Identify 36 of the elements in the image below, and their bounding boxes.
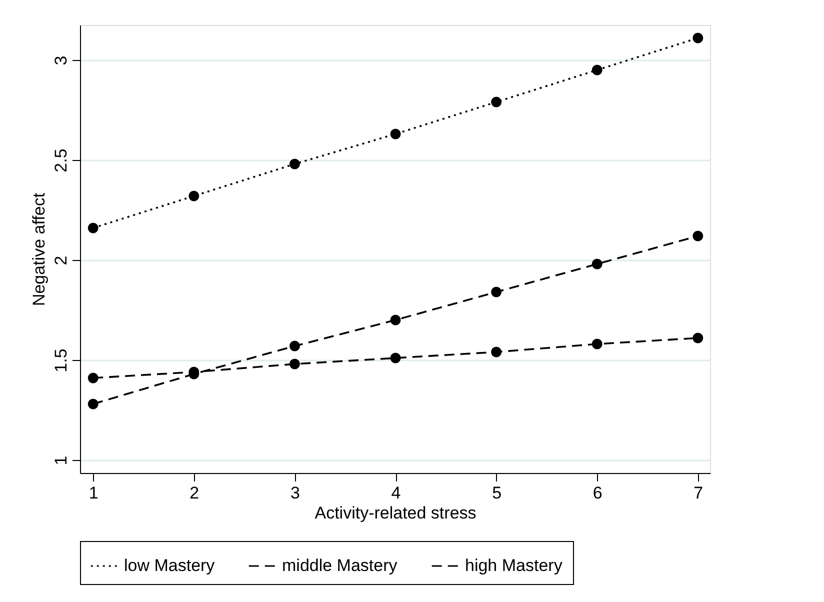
x-tick-label: 4 bbox=[391, 484, 401, 502]
point bbox=[592, 258, 602, 270]
point bbox=[390, 352, 401, 364]
x-tick-label: 7 bbox=[694, 484, 704, 502]
point bbox=[289, 358, 300, 370]
point bbox=[289, 340, 300, 352]
y-tick-label: 3 bbox=[52, 56, 70, 66]
y-tick-label: 2.5 bbox=[52, 148, 70, 172]
point bbox=[491, 96, 502, 108]
x-tick-label: 2 bbox=[190, 484, 200, 502]
y-tick-label: 2 bbox=[52, 256, 70, 266]
x-tick-label: 5 bbox=[492, 484, 502, 502]
point bbox=[390, 128, 401, 140]
point bbox=[88, 222, 98, 234]
legend-label: high Mastery bbox=[465, 556, 563, 575]
point bbox=[390, 314, 401, 326]
legend-label: middle Mastery bbox=[282, 556, 398, 575]
point bbox=[88, 372, 98, 384]
point bbox=[692, 230, 704, 242]
point bbox=[491, 346, 502, 358]
x-axis-title: Activity-related stress bbox=[314, 504, 476, 522]
point bbox=[592, 338, 602, 350]
point bbox=[692, 332, 704, 344]
point bbox=[188, 190, 200, 202]
x-tick-label: 6 bbox=[592, 484, 602, 502]
y-tick-label: 1.5 bbox=[52, 348, 70, 372]
point bbox=[692, 32, 704, 44]
y-axis-title: Negative affect bbox=[30, 192, 48, 306]
x-tick-label: 3 bbox=[290, 484, 300, 502]
point bbox=[491, 286, 502, 298]
legend-label: low Mastery bbox=[124, 556, 216, 575]
point bbox=[88, 398, 98, 410]
y-tick-label: 1 bbox=[52, 456, 70, 466]
point bbox=[592, 64, 602, 76]
point bbox=[289, 158, 300, 170]
x-tick-label: 1 bbox=[88, 484, 98, 502]
